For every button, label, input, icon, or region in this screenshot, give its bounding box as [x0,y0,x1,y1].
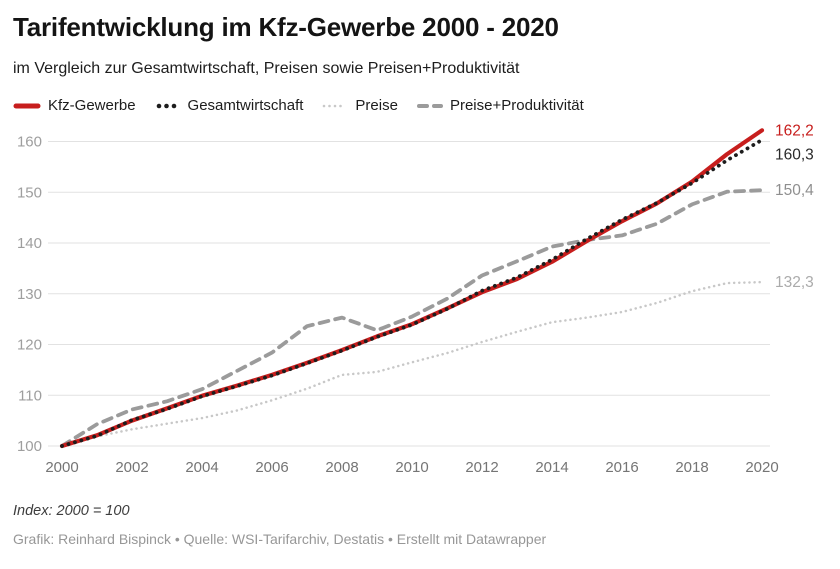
y-tick-label: 150 [17,184,42,201]
series-end-label-preise: 132,3 [775,274,814,291]
x-tick-label: 2004 [185,459,218,476]
y-tick-label: 140 [17,235,42,252]
legend-label: Preise [355,97,398,114]
chart-subtitle: im Vergleich zur Gesamtwirtschaft, Preis… [13,60,520,77]
series-line-gesamtwirtschaft [60,138,764,448]
x-tick-label: 2006 [255,459,288,476]
x-tick-label: 2002 [115,459,148,476]
x-tick-label: 2012 [465,459,498,476]
chart-note: Index: 2000 = 100 [13,503,130,519]
legend-label: Kfz-Gewerbe [48,97,136,114]
series-end-label-kfz-gewerbe: 162,2 [775,122,814,139]
series-end-label-gesamtwirtschaft: 160,3 [775,146,814,163]
legend-item-preise-produktivit-t: Preise+Produktivität [415,97,584,114]
legend: Kfz-Gewerbe Gesamtwirtschaft Preise Preise+… [13,97,828,114]
legend-swatch-icon [156,103,176,108]
legend-label: Preise+Produktivität [449,97,584,114]
chart-credit: Grafik: Reinhard Bispinck • Quelle: WSI-… [13,531,547,547]
legend-item-gesamtwirtschaft: Gesamtwirtschaft [153,97,304,114]
x-tick-label: 2010 [395,459,428,476]
y-tick-label: 130 [17,286,42,303]
x-tick-label: 2020 [745,459,778,476]
legend-swatch-icon [13,103,41,108]
series-line-kfz-gewerbe [59,128,765,449]
series-line-preise [60,280,764,448]
legend-label: Gesamtwirtschaft [187,97,304,114]
series-end-label-preise-produktivit-t: 150,4 [775,182,814,199]
x-tick-label: 2018 [675,459,708,476]
legend-swatch-icon [416,103,443,108]
series-line-preise-produktivit-t [60,188,764,448]
chart-title: Tarifentwicklung im Kfz-Gewerbe 2000 - 2… [13,12,559,42]
y-tick-label: 110 [18,387,42,404]
x-tick-label: 2016 [605,459,638,476]
x-tick-label: 2008 [325,459,358,476]
x-tick-label: 2014 [535,459,568,476]
y-tick-label: 120 [17,337,42,354]
legend-item-preise: Preise [320,97,398,114]
y-tick-label: 160 [17,134,42,151]
x-tick-label: 2000 [45,459,78,476]
legend-item-kfz-gewerbe: Kfz-Gewerbe [13,97,136,114]
legend-swatch-icon [323,104,343,107]
y-tick-label: 100 [17,438,42,455]
